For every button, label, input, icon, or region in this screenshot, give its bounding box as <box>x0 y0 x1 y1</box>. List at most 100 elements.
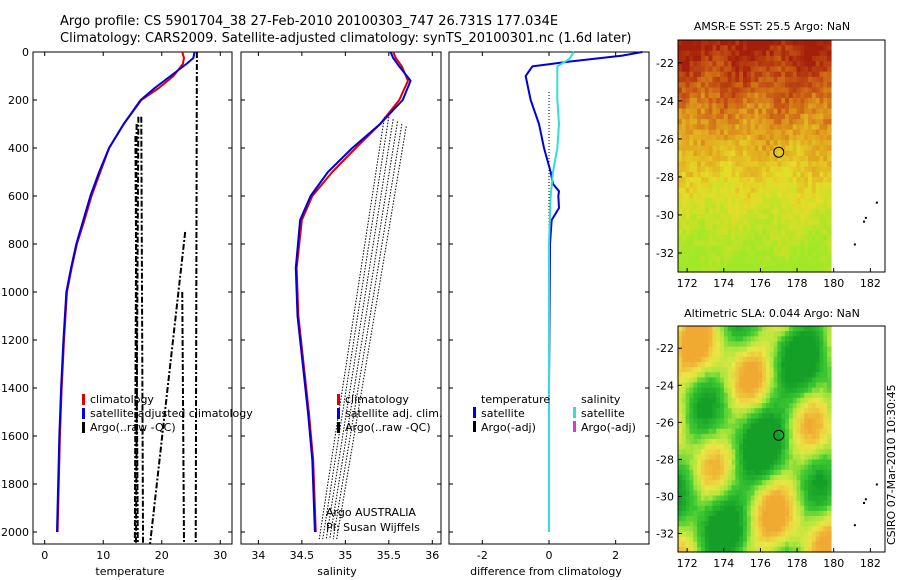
heat-cell <box>773 516 779 522</box>
heat-cell <box>739 418 744 425</box>
heat-cell <box>693 439 698 445</box>
heat-cell <box>739 433 744 440</box>
heat-cell <box>723 50 729 57</box>
heat-cell <box>700 341 706 348</box>
heat-cell <box>678 387 683 394</box>
heat-cell <box>796 505 801 512</box>
heat-cell <box>727 423 733 430</box>
heat-cell <box>765 71 771 78</box>
heat-cell <box>769 367 775 373</box>
heat-cell <box>708 87 714 94</box>
heat-cell <box>765 397 771 404</box>
heat-cell <box>808 219 813 226</box>
heat-cell <box>819 397 824 404</box>
heat-cell <box>796 485 801 491</box>
heat-cell <box>777 336 782 343</box>
heat-cell <box>811 356 817 363</box>
heat-cell <box>827 124 832 131</box>
heat-cell <box>754 150 759 157</box>
heat-cell <box>827 250 832 257</box>
heat-cell <box>727 245 733 252</box>
heat-cell <box>823 449 828 456</box>
heat-cell <box>769 413 775 420</box>
heat-cell <box>777 495 782 502</box>
heat-cell <box>743 219 748 226</box>
heat-cell <box>754 326 759 332</box>
heat-cell <box>808 61 813 67</box>
heat-cell <box>804 171 809 178</box>
heat-cell <box>811 156 817 162</box>
heat-cell <box>827 469 832 476</box>
heat-cell <box>681 71 687 78</box>
heat-cell <box>827 454 832 461</box>
heat-cell <box>678 177 683 183</box>
heat-cell <box>762 341 767 348</box>
heat-cell <box>735 50 740 57</box>
heat-cell <box>785 40 790 46</box>
heat-cell <box>678 150 683 157</box>
heat-cell <box>693 103 698 110</box>
heat-cell <box>731 87 736 94</box>
heat-cell <box>689 182 694 189</box>
heat-cell <box>785 256 790 263</box>
heat-cell <box>700 235 706 241</box>
heat-cell <box>765 208 771 215</box>
heat-cell <box>712 250 717 257</box>
heat-cell <box>808 526 813 533</box>
heat-cell <box>815 71 821 78</box>
heat-cell <box>773 166 779 173</box>
heat-cell <box>762 526 767 533</box>
heat-cell <box>823 113 828 120</box>
heat-cell <box>700 161 706 168</box>
heat-cell <box>697 187 702 194</box>
y-tick-label: -28 <box>656 453 674 466</box>
heat-cell <box>693 341 698 348</box>
heat-cell <box>827 187 832 194</box>
heat-cell <box>808 229 813 236</box>
heat-cell <box>819 469 824 476</box>
heat-cell <box>716 108 721 115</box>
heat-cell <box>781 214 786 220</box>
heat-cell <box>727 510 733 517</box>
heat-cell <box>708 413 714 420</box>
heat-cell <box>815 145 821 152</box>
heat-cell <box>689 459 694 466</box>
heat-cell <box>739 326 744 332</box>
heat-cell <box>739 546 744 553</box>
heat-cell <box>815 326 821 332</box>
heat-cell <box>693 87 698 94</box>
heat-cell <box>758 480 763 486</box>
heat-cell <box>754 203 759 210</box>
heat-cell <box>773 351 779 358</box>
heat-cell <box>731 526 736 533</box>
heat-cell <box>746 418 752 425</box>
heat-cell <box>739 208 744 215</box>
heat-cell <box>804 505 809 512</box>
heat-cell <box>681 469 687 476</box>
heat-cell <box>685 449 691 456</box>
heat-cell <box>743 92 748 99</box>
heat-cell <box>754 161 759 168</box>
heat-cell <box>697 480 702 486</box>
heat-cell <box>777 474 782 481</box>
heat-cell <box>750 119 756 125</box>
heat-cell <box>765 485 771 491</box>
heat-cell <box>678 361 683 368</box>
heat-cell <box>765 428 771 435</box>
heat-cell <box>750 541 756 548</box>
heat-cell <box>689 61 694 67</box>
heat-cell <box>765 341 771 348</box>
heat-cell <box>727 392 733 399</box>
heat-cell <box>827 245 832 252</box>
heat-cell <box>762 531 767 538</box>
heat-cell <box>773 356 779 363</box>
heat-cell <box>754 341 759 348</box>
heat-cell <box>708 326 714 332</box>
heat-cell <box>754 61 759 67</box>
heat-cell <box>750 505 756 512</box>
heat-cell <box>811 198 817 205</box>
heat-cell <box>678 505 683 512</box>
heat-cell <box>739 500 744 507</box>
heat-cell <box>750 546 756 553</box>
heat-cell <box>762 536 767 543</box>
